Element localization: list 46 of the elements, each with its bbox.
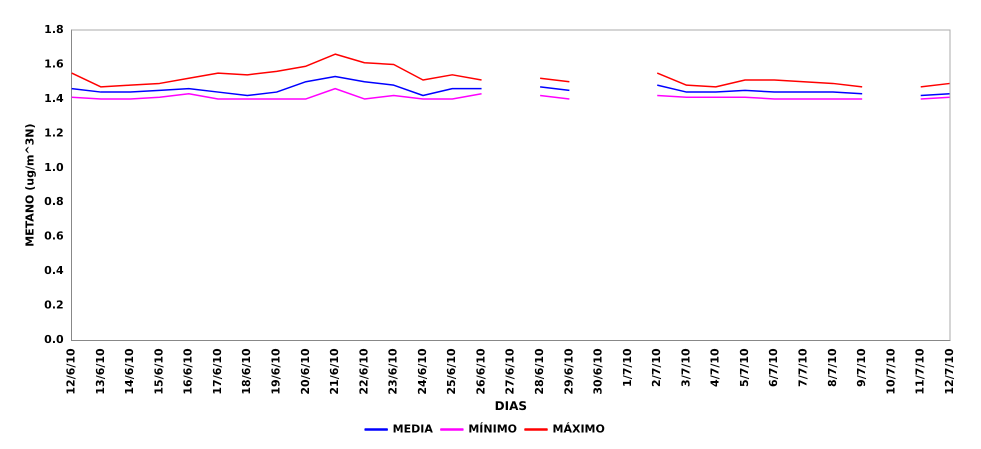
x-tick-label: 22/6/10 <box>357 348 370 395</box>
x-tick-label: 7/7/10 <box>796 348 810 387</box>
x-tick-label: 30/6/10 <box>592 348 605 395</box>
y-tick-label: 1.6 <box>44 57 64 70</box>
x-tick-label: 12/6/10 <box>64 348 78 395</box>
x-tick-label: 2/7/10 <box>650 348 664 387</box>
x-axis-title: DIAS <box>494 398 528 413</box>
x-tick-label: 8/7/10 <box>826 348 839 387</box>
legend-label: MÍNIMO <box>468 421 518 436</box>
x-tick-label: 28/6/10 <box>532 348 546 395</box>
x-tick-label: 20/6/10 <box>298 348 312 395</box>
x-tick-label: 25/6/10 <box>445 348 458 395</box>
x-tick-label: 12/7/10 <box>942 348 956 395</box>
x-tick-label: 6/7/10 <box>767 348 780 387</box>
x-tick-label: 11/7/10 <box>914 348 927 395</box>
y-tick-label: 0.8 <box>44 195 64 208</box>
y-tick-label: 1.8 <box>44 22 64 36</box>
x-tick-label: 15/6/10 <box>152 348 166 395</box>
x-tick-label: 4/7/10 <box>708 348 722 387</box>
x-tick-label: 27/6/10 <box>504 348 517 395</box>
x-tick-label: 10/7/10 <box>884 348 898 395</box>
y-tick-label: 1.2 <box>44 126 64 140</box>
legend-label: MÁXIMO <box>552 421 605 436</box>
y-tick-label: 0.6 <box>44 230 64 243</box>
y-axis-title: METANO (ug/m^3N) <box>23 123 36 247</box>
x-tick-label: 18/6/10 <box>240 348 254 395</box>
x-tick-label: 1/7/10 <box>620 348 634 387</box>
x-tick-label: 21/6/10 <box>328 348 342 395</box>
x-tick-label: 29/6/10 <box>562 348 576 395</box>
legend-label: MEDIA <box>392 422 434 436</box>
x-tick-label: 24/6/10 <box>416 348 429 395</box>
x-tick-label: 5/7/10 <box>738 348 751 387</box>
x-tick-label: 14/6/10 <box>123 348 136 395</box>
x-tick-label: 19/6/10 <box>269 348 282 395</box>
x-tick-label: 17/6/10 <box>210 348 224 395</box>
y-tick-label: 0.2 <box>44 298 64 312</box>
x-tick-label: 23/6/10 <box>386 348 400 395</box>
x-tick-label: 13/6/10 <box>94 348 107 395</box>
x-tick-label: 3/7/10 <box>679 348 692 387</box>
x-tick-label: 26/6/10 <box>474 348 488 395</box>
y-tick-label: 1.4 <box>44 92 64 105</box>
x-tick-label: 9/7/10 <box>855 348 868 387</box>
y-tick-label: 0.4 <box>44 264 64 278</box>
y-tick-label: 1.0 <box>44 160 64 174</box>
y-tick-label: 0.0 <box>44 333 64 346</box>
x-tick-label: 16/6/10 <box>182 348 195 395</box>
